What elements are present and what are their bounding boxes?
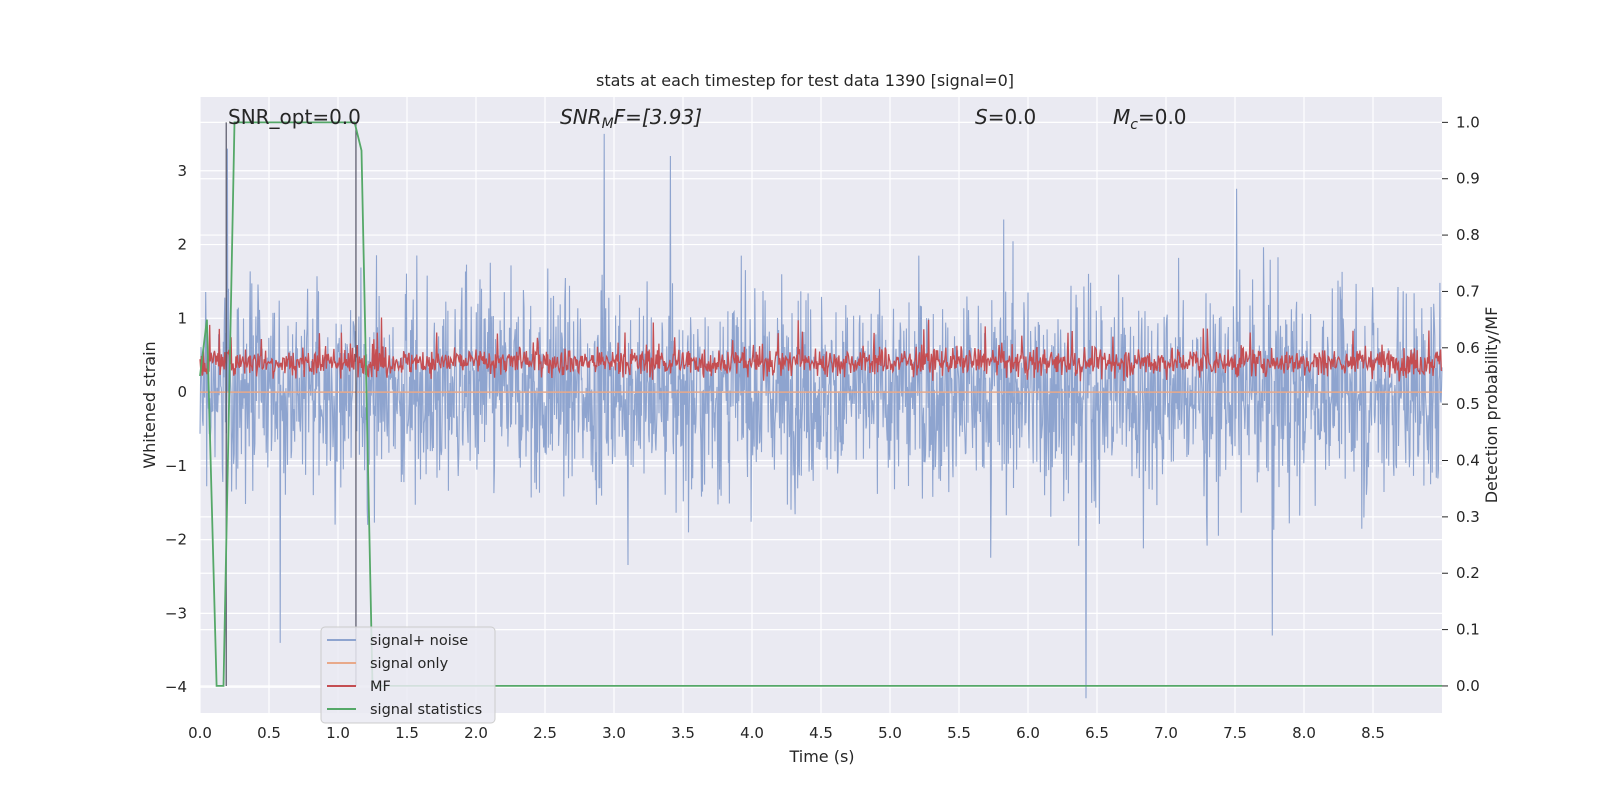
y2-tick-label: 1.0	[1456, 113, 1480, 131]
y2-tick-label: 0.9	[1456, 170, 1480, 188]
mc-annotation: Mc=0.0	[1113, 105, 1187, 133]
mf-series	[199, 317, 1443, 382]
x-tick-label: 8.0	[1292, 724, 1316, 742]
x-tick-label: 3.5	[671, 724, 695, 742]
y2-axis-label: Detection probability/MF	[1482, 307, 1501, 504]
y-tick-label: 2	[177, 236, 187, 254]
x-tick-label: 6.5	[1085, 724, 1109, 742]
y-tick-label: 0	[177, 383, 187, 401]
x-tick-label: 0.0	[188, 724, 212, 742]
y2-tick-label: 0.0	[1456, 677, 1480, 695]
x-axis-ticks: 0.0 0.5 1.0 1.5 2.0 2.5 3.0 3.5 4.0 4.5 5.0 5.5 6.0 6…	[188, 724, 1385, 742]
s-annotation: S=0.0	[975, 105, 1036, 129]
y2-tick-label: 0.7	[1456, 282, 1480, 300]
x-tick-label: 5.5	[947, 724, 971, 742]
signal-noise-line	[199, 133, 1443, 699]
x-tick-label: 4.0	[740, 724, 764, 742]
x-tick-label: 4.5	[809, 724, 833, 742]
signal-statistics-series	[199, 121, 1442, 687]
legend: signal+ noise signal only MF signal stat…	[320, 626, 496, 724]
x-tick-label: 5.0	[878, 724, 902, 742]
y-axis-label: Whitened strain	[140, 341, 159, 468]
y2-tick-label: 0.1	[1456, 621, 1480, 639]
x-tick-label: 7.0	[1154, 724, 1178, 742]
mf-line	[199, 317, 1443, 382]
x-tick-label: 1.0	[326, 724, 350, 742]
y-axis-ticks: 3 2 1 0 −1 −2 −3 −4	[165, 162, 187, 696]
snr-mf-annotation: SNRMF=[3.93]	[560, 105, 702, 132]
legend-box	[320, 626, 496, 724]
y-tick-label: −1	[165, 457, 187, 475]
y-tick-label: 1	[177, 309, 187, 327]
y2-axis-ticks: 1.0 0.9 0.8 0.7 0.6 0.5 0.4 0.3 0.2 0.1 0.0	[1442, 113, 1480, 695]
signal-statistics-line	[199, 121, 1442, 687]
signal-noise-series	[199, 133, 1443, 699]
x-tick-label: 2.0	[464, 724, 488, 742]
legend-label-signal-statistics: signal statistics	[370, 702, 482, 718]
x-tick-label: 0.5	[257, 724, 281, 742]
x-tick-label: 1.5	[395, 724, 419, 742]
x-axis-label: Time (s)	[788, 747, 854, 766]
y2-tick-label: 0.3	[1456, 508, 1480, 526]
legend-label-signal-only: signal only	[370, 656, 449, 672]
x-tick-label: 7.5	[1223, 724, 1247, 742]
y2-tick-label: 0.4	[1456, 452, 1480, 470]
chart-title: stats at each timestep for test data 139…	[596, 71, 1014, 90]
y2-tick-label: 0.2	[1456, 564, 1480, 582]
y2-tick-label: 0.8	[1456, 226, 1480, 244]
legend-label-mf: MF	[370, 679, 391, 695]
y2-tick-label: 0.6	[1456, 339, 1480, 357]
x-tick-label: 6.0	[1016, 724, 1040, 742]
y-tick-label: −3	[165, 604, 187, 622]
y-tick-label: 3	[177, 162, 187, 180]
x-tick-label: 3.0	[602, 724, 626, 742]
x-tick-label: 2.5	[533, 724, 557, 742]
snr-opt-annotation: SNR_opt=0.0	[228, 105, 361, 129]
y-tick-label: −4	[165, 678, 187, 696]
y-tick-label: −2	[165, 531, 187, 549]
x-tick-label: 8.5	[1361, 724, 1385, 742]
y2-tick-label: 0.5	[1456, 395, 1480, 413]
legend-label-signal-noise: signal+ noise	[370, 633, 468, 649]
